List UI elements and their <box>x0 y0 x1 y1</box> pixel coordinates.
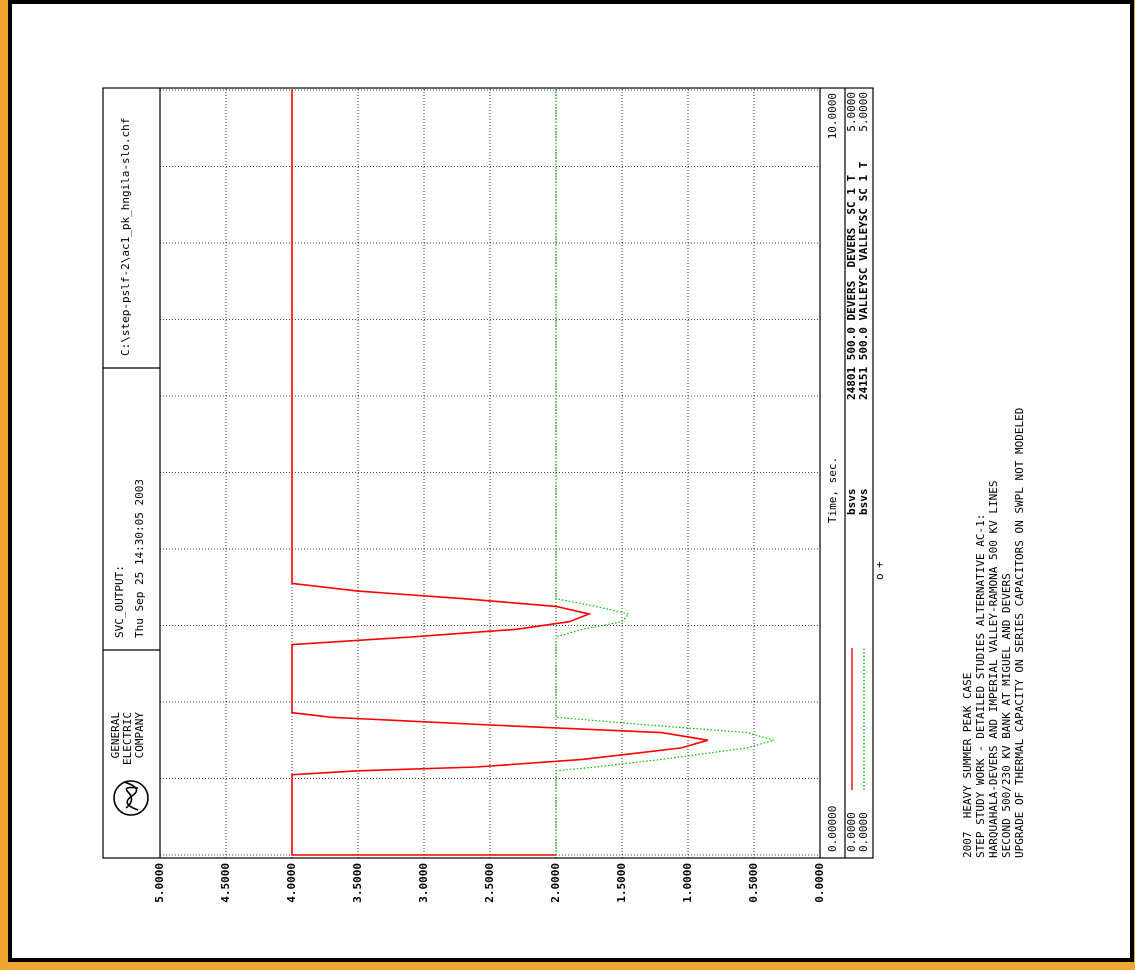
plot-date: Thu Sep 25 14:30:05 2003 <box>133 479 146 638</box>
y-tick-label: 2.0000 <box>549 863 562 903</box>
y-tick-label: 3.5000 <box>351 863 364 903</box>
legend-channel: 24151 500.0 VALLEYSC VALLEYSC SC 1 T <box>857 161 870 400</box>
legend-channel: 24801 500.0 DEVERS DEVERS SC 1 T <box>845 174 858 400</box>
y-tick-label: 4.0000 <box>285 863 298 903</box>
series-line <box>555 90 776 855</box>
company-name: GENERAL <box>109 712 122 759</box>
y-tick-label: 1.5000 <box>615 863 628 903</box>
legend-marker: + <box>873 561 886 568</box>
x-axis-label: Time, sec. <box>826 457 839 523</box>
series-line <box>291 90 709 856</box>
y-tick-label: 0.5000 <box>747 863 760 903</box>
y-tick-label: 4.5000 <box>219 863 232 903</box>
y-tick-label: 1.0000 <box>681 863 694 903</box>
rotated-chart: GENERAL ELECTRIC COMPANY SVC_OUTPUT: Thu… <box>102 87 1026 903</box>
legend-name: bsvs <box>845 489 858 516</box>
legend-name: bsvs <box>857 489 870 516</box>
y-tick-label: 5.0000 <box>153 863 166 903</box>
note-line: SECOND 500/230 KV BANK AT MIGUEL AND DEV… <box>1000 573 1013 858</box>
company-name: COMPANY <box>133 712 146 759</box>
note-line: HARQUAHALA-DEVERS AND IMPERIAL VALLEY-RA… <box>987 481 1000 859</box>
note-line: UPGRADE OF THERMAL CAPACITY ON SERIES CA… <box>1013 408 1026 858</box>
x-tick-label: 0.00000 <box>826 806 839 852</box>
note-line: STEP STUDY WORK - DETAILED STUDIES ALTER… <box>974 514 987 858</box>
legend-scale-min: 0.0000 <box>845 812 858 852</box>
company-name: ELECTRIC <box>121 712 134 765</box>
legend-scale-max: 5.0000 <box>845 92 858 132</box>
window <box>8 0 1134 962</box>
ge-logo <box>113 780 149 816</box>
note-line: 2007 HEAVY SUMMER PEAK CASE <box>961 673 974 858</box>
y-tick-label: 3.0000 <box>417 863 430 903</box>
legend-marker: o <box>873 573 886 580</box>
y-tick-label: 0.0000 <box>813 863 826 903</box>
legend-scale-min: 0.0000 <box>857 812 870 852</box>
frame <box>102 87 874 859</box>
y-tick-label: 2.5000 <box>483 863 496 903</box>
plot-title: SVC_OUTPUT: <box>113 565 126 638</box>
x-tick-label: 10.0000 <box>826 93 839 139</box>
file-path: C:\step-pslf-2\ac1_pk_hngila-slo.chf <box>119 118 132 356</box>
legend-scale-max: 5.0000 <box>857 92 870 132</box>
